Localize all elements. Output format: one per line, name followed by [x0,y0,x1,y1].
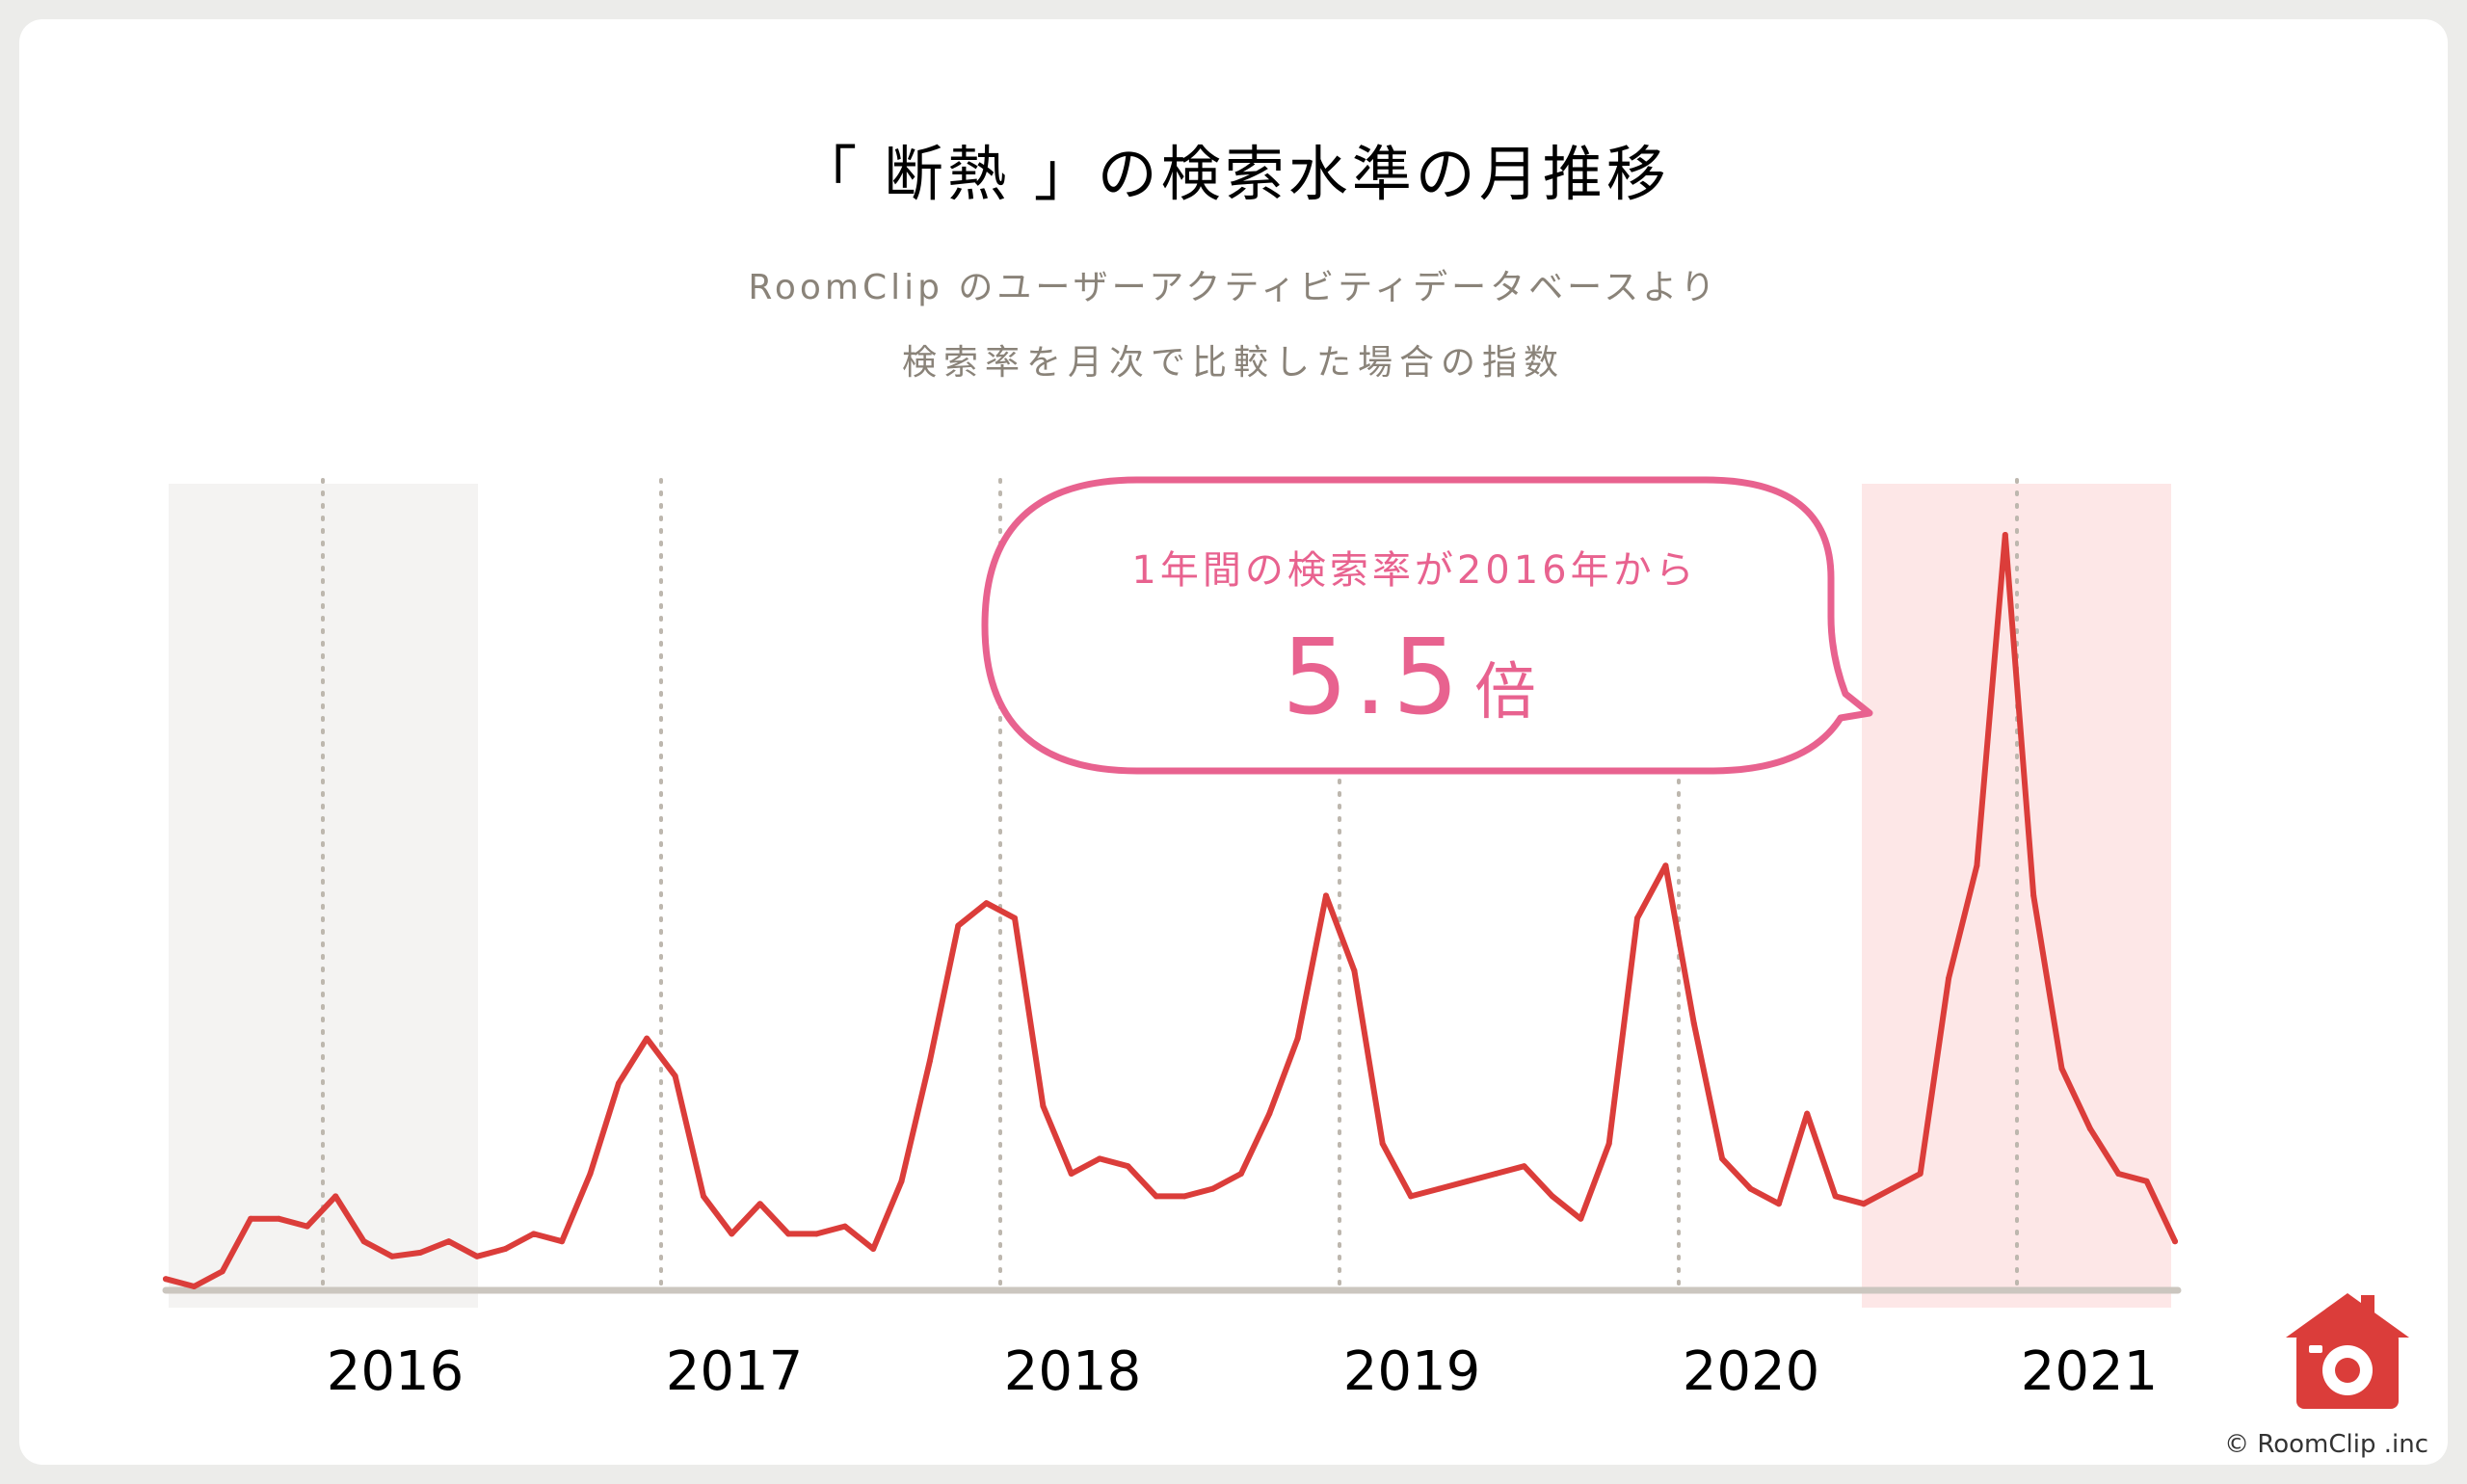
data-point [983,900,990,907]
x-tick-label-2017: 2017 [666,1340,804,1403]
data-point [1832,1193,1839,1200]
data-point [870,1246,877,1252]
series-points [163,532,2178,1289]
data-point [1719,1155,1726,1162]
data-point [2115,1171,2122,1177]
data-point [898,1178,905,1184]
copyright-text: © RoomClip .inc [2224,1430,2428,1459]
data-point [474,1253,480,1259]
data-point [2172,1238,2178,1245]
data-point [1889,1185,1896,1192]
series-line [163,532,2178,1289]
x-tick-label-2018: 2018 [1004,1340,1142,1403]
data-point [1747,1185,1754,1192]
data-point [388,1253,395,1259]
data-point [2143,1178,2150,1184]
data-point [1605,1140,1612,1147]
data-point [2030,892,2037,899]
data-point [644,1035,650,1042]
data-point [1861,1201,1867,1207]
data-point [729,1231,735,1237]
data-point [841,1223,848,1230]
data-point [1974,862,1980,869]
data-point [926,1058,933,1064]
callout-value-unit: 倍 [1474,657,1542,729]
callout-line1: 1年間の検索率が2016年から [1131,548,1697,593]
callout-value: 5.5 倍 [1282,618,1542,738]
data-point [701,1193,706,1200]
data-point [1012,914,1018,921]
chart: 「 断熱 」の検索水準の月推移 RoomClip のユーザーアクティビティデータ… [162,139,2428,1459]
data-point [191,1284,198,1289]
data-point [1775,1201,1782,1207]
data-point [1493,1171,1499,1177]
data-point [2002,532,2008,538]
data-point [332,1193,339,1200]
data-point [219,1268,225,1275]
data-point [1209,1185,1216,1192]
data-point [360,1238,367,1245]
data-point [1690,1020,1697,1026]
data-point [1125,1163,1131,1170]
data-point [1549,1193,1555,1200]
x-tick-label-2016: 2016 [327,1340,464,1403]
callout-shape [981,476,1873,775]
data-point [1294,1035,1301,1042]
data-point [587,1171,594,1177]
data-point [1917,1171,1923,1177]
data-point [785,1231,792,1237]
data-point [304,1223,310,1230]
year-gridlines [321,478,2019,1288]
data-point [1266,1110,1273,1117]
callout-bubble: 1年間の検索率が2016年から 5.5 倍 [981,476,1873,775]
x-tick-label-2019: 2019 [1343,1340,1481,1403]
data-point [559,1238,566,1245]
data-point [445,1238,452,1245]
data-point [615,1080,622,1087]
x-tick-labels: 2016 2017 2018 2019 2020 2021 [327,1340,2159,1403]
data-point [276,1215,282,1222]
data-point [955,922,962,929]
x-tick-label-2020: 2020 [1683,1340,1820,1403]
data-point [1237,1171,1244,1177]
data-point [672,1073,678,1079]
chart-card: 「 断熱 」の検索水準の月推移 RoomClip のユーザーアクティビティデータ… [19,19,2448,1465]
data-point [417,1249,424,1256]
data-point [756,1201,763,1207]
data-point [163,1276,169,1283]
data-point [1040,1102,1047,1109]
data-point [1181,1193,1188,1200]
data-point [813,1231,820,1237]
data-point [1946,975,1952,982]
data-point [1464,1178,1471,1184]
chart-subtitle-line1: RoomClip のユーザーアクティビティデータベースより [748,268,1718,307]
x-tick-label-2021: 2021 [2021,1340,2159,1403]
data-point [1408,1193,1415,1200]
data-point [1323,892,1329,899]
data-point [1097,1155,1103,1162]
data-point [1662,862,1669,869]
chart-subtitle-line2: 検索率を月次で比較した場合の指数 [902,343,1565,383]
data-point [1804,1110,1811,1117]
data-point [1351,967,1358,974]
data-point [502,1246,509,1252]
roomclip-house-camera-icon [2286,1293,2409,1409]
data-point [1153,1193,1159,1200]
data-point [1578,1215,1584,1222]
data-point [1634,914,1640,921]
data-point [1379,1140,1386,1147]
data-point [2086,1126,2093,1132]
chart-title: 「 断熱 」の検索水準の月推移 [797,139,1669,209]
data-point [530,1231,537,1237]
data-point [248,1215,254,1222]
data-point [1068,1171,1074,1177]
data-point [1436,1185,1443,1192]
data-point [1521,1163,1527,1170]
data-point [2058,1065,2065,1072]
callout-value-number: 5.5 [1282,618,1465,738]
